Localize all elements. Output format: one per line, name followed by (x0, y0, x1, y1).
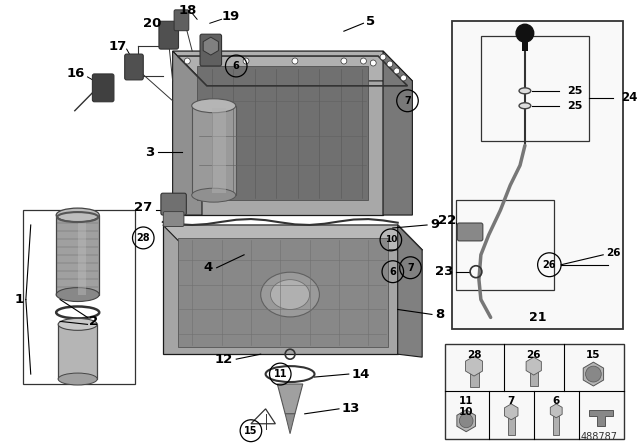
Ellipse shape (58, 373, 97, 385)
Text: 23: 23 (435, 265, 454, 278)
Polygon shape (212, 108, 227, 193)
Text: 12: 12 (215, 353, 234, 366)
Circle shape (292, 58, 298, 64)
Circle shape (243, 58, 249, 64)
Text: 26: 26 (543, 260, 556, 270)
Text: 10: 10 (385, 235, 397, 245)
Text: 8: 8 (435, 308, 444, 321)
Ellipse shape (519, 103, 531, 109)
Bar (470, 371, 479, 387)
Ellipse shape (271, 280, 310, 310)
Text: 4: 4 (204, 261, 212, 274)
Polygon shape (177, 238, 388, 347)
Text: 11: 11 (273, 369, 287, 379)
Circle shape (516, 24, 534, 42)
Text: 7: 7 (407, 263, 414, 273)
Text: 25: 25 (567, 86, 582, 96)
Text: 15: 15 (244, 426, 258, 436)
Polygon shape (173, 51, 383, 215)
Polygon shape (192, 106, 236, 195)
Text: 9: 9 (430, 219, 439, 232)
Text: 28: 28 (467, 350, 481, 360)
Ellipse shape (519, 88, 531, 94)
Text: 7: 7 (404, 96, 411, 106)
Bar (23, 210, 136, 384)
FancyBboxPatch shape (159, 21, 179, 49)
Text: 25: 25 (567, 101, 582, 111)
Circle shape (586, 366, 601, 382)
Text: 13: 13 (342, 402, 360, 415)
Ellipse shape (58, 319, 97, 330)
Polygon shape (589, 410, 613, 426)
FancyBboxPatch shape (161, 193, 186, 215)
Polygon shape (163, 225, 397, 354)
Polygon shape (197, 66, 369, 200)
Circle shape (387, 61, 393, 67)
Text: 7: 7 (508, 396, 515, 406)
Bar (522, 31, 528, 51)
Text: 28: 28 (136, 233, 150, 243)
Bar (508, 417, 515, 435)
Text: 5: 5 (366, 15, 376, 28)
Bar (530, 371, 538, 386)
Polygon shape (173, 51, 202, 215)
Ellipse shape (192, 99, 236, 113)
Circle shape (371, 60, 376, 66)
Polygon shape (163, 225, 422, 250)
Polygon shape (277, 384, 303, 414)
Text: 10: 10 (459, 407, 474, 417)
Text: 488787: 488787 (581, 431, 618, 442)
Text: 1: 1 (15, 293, 24, 306)
Text: 21: 21 (529, 311, 547, 324)
Polygon shape (56, 215, 99, 294)
Text: 27: 27 (134, 201, 152, 214)
Polygon shape (397, 225, 422, 357)
FancyBboxPatch shape (174, 10, 189, 31)
FancyBboxPatch shape (458, 223, 483, 241)
Text: 11: 11 (459, 396, 474, 406)
FancyBboxPatch shape (92, 74, 114, 102)
Circle shape (460, 414, 473, 428)
Ellipse shape (56, 288, 99, 302)
Text: 26: 26 (606, 248, 621, 258)
Polygon shape (77, 215, 86, 294)
Bar (452, 21, 623, 329)
FancyBboxPatch shape (163, 211, 184, 227)
Circle shape (204, 58, 210, 64)
Text: 6: 6 (552, 396, 560, 406)
Text: 2: 2 (90, 315, 99, 328)
Text: 20: 20 (143, 17, 161, 30)
Circle shape (360, 58, 366, 64)
Ellipse shape (192, 188, 236, 202)
Polygon shape (285, 414, 295, 434)
Bar (456, 200, 554, 289)
Text: 3: 3 (145, 146, 154, 159)
Circle shape (380, 54, 386, 60)
Polygon shape (58, 324, 97, 379)
Polygon shape (173, 51, 412, 81)
Text: 24: 24 (621, 91, 637, 104)
Bar (445, 344, 624, 439)
Text: 6: 6 (233, 61, 239, 71)
Text: 15: 15 (586, 350, 601, 360)
Text: 22: 22 (438, 214, 456, 227)
Circle shape (401, 75, 406, 81)
Circle shape (341, 58, 347, 64)
Text: 18: 18 (178, 4, 196, 17)
Bar (554, 416, 559, 435)
Text: 6: 6 (389, 267, 396, 277)
Text: 17: 17 (108, 39, 127, 52)
Ellipse shape (56, 208, 99, 222)
Ellipse shape (260, 272, 319, 317)
Text: 16: 16 (66, 68, 84, 81)
FancyBboxPatch shape (125, 54, 143, 80)
FancyBboxPatch shape (200, 34, 221, 66)
Polygon shape (383, 51, 412, 215)
Text: 19: 19 (221, 10, 240, 23)
Circle shape (184, 58, 190, 64)
Text: 26: 26 (527, 350, 541, 360)
Circle shape (394, 68, 399, 74)
Bar (481, 36, 589, 141)
Text: 14: 14 (352, 367, 370, 380)
